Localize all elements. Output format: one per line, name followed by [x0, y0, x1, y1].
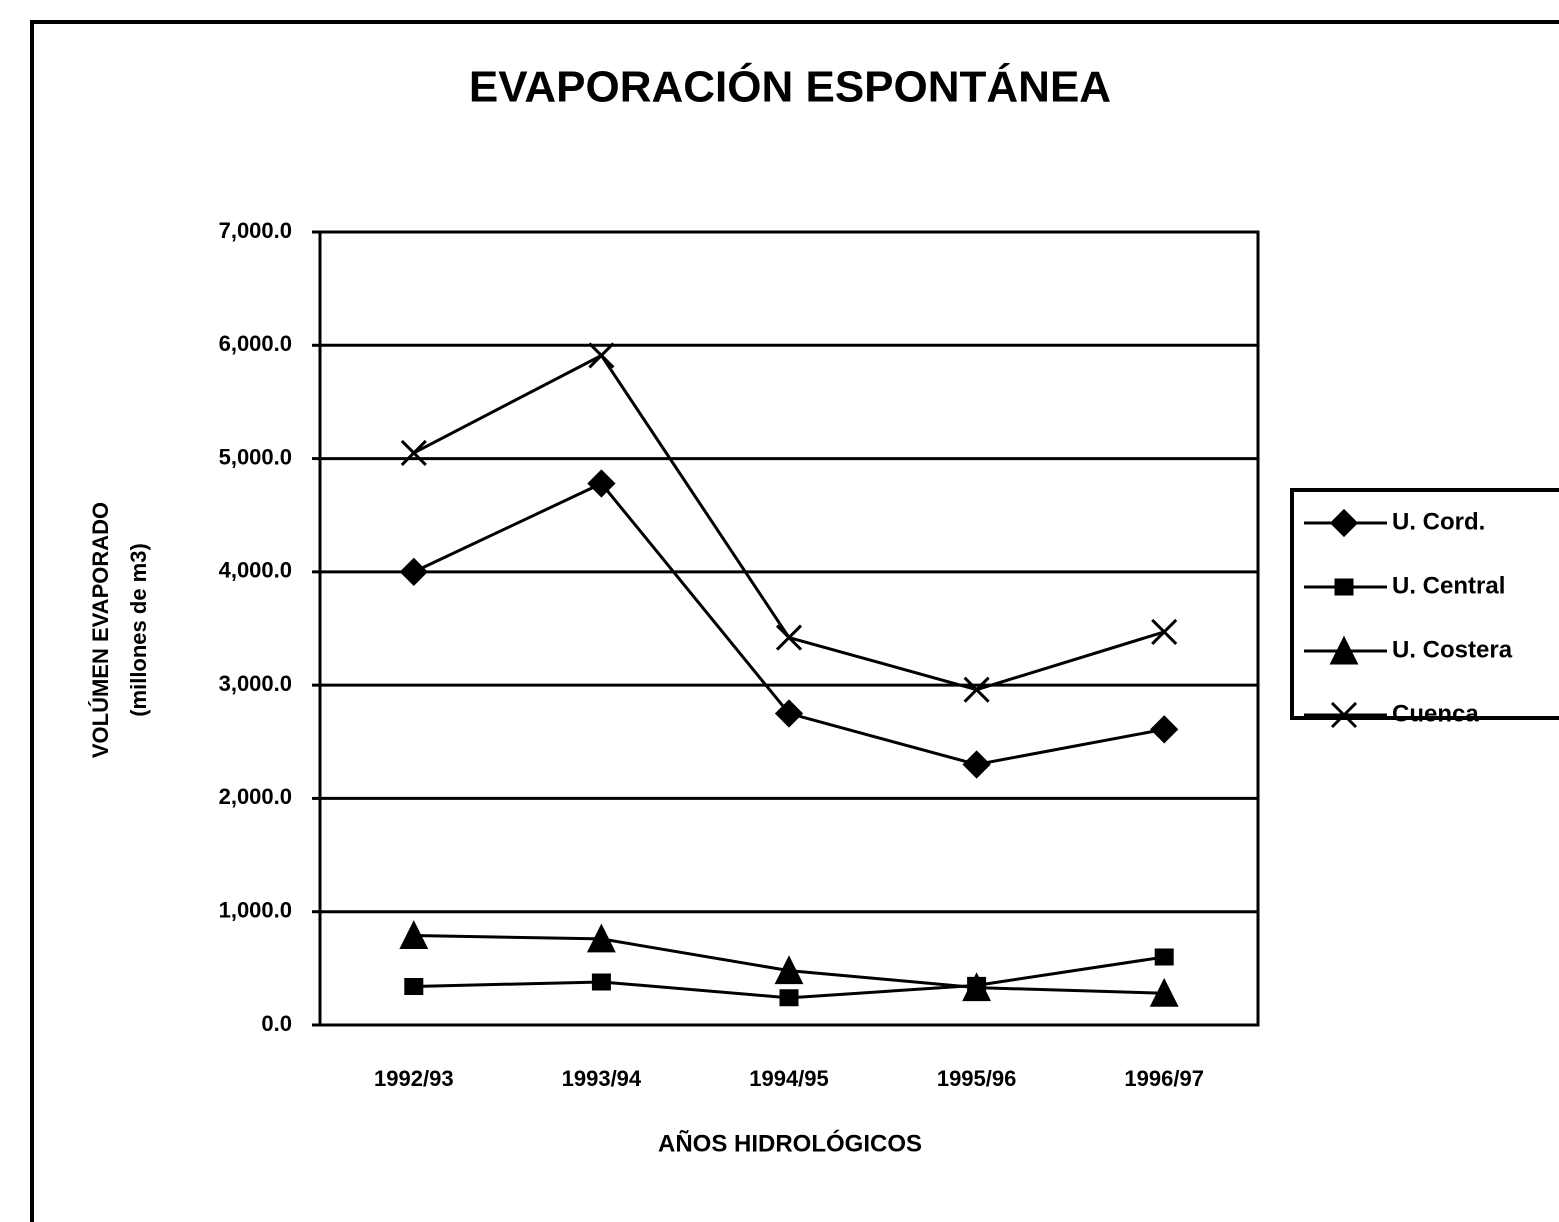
data-point: [779, 989, 799, 1007]
legend-marker: [1330, 701, 1358, 729]
legend-label: U. Costera: [1392, 636, 1513, 663]
data-point: [962, 972, 992, 1002]
data-point: [775, 624, 803, 651]
y-tick-label: 4,000.0: [219, 558, 292, 583]
x-tick-label: 1994/95: [749, 1066, 829, 1091]
data-point: [587, 469, 616, 498]
y-tick-label: 7,000.0: [219, 218, 292, 243]
data-point: [1154, 948, 1174, 966]
chart-frame: [30, 20, 1559, 1222]
legend-label: U. Cord.: [1392, 508, 1485, 535]
data-point: [1150, 715, 1179, 744]
y-tick-label: 3,000.0: [219, 671, 292, 696]
y-tick-label: 5,000.0: [219, 444, 292, 469]
data-point: [586, 923, 616, 953]
x-tick-label: 1996/97: [1124, 1066, 1204, 1091]
data-point: [774, 955, 804, 985]
legend-marker: [1329, 508, 1359, 538]
y-tick-label: 6,000.0: [219, 331, 292, 356]
data-point: [963, 676, 990, 703]
legend-label: U. Central: [1392, 572, 1505, 599]
data-point: [400, 439, 427, 466]
data-point: [774, 699, 804, 728]
data-point: [1151, 618, 1178, 645]
x-tick-label: 1993/94: [562, 1066, 642, 1091]
data-point: [399, 557, 428, 586]
data-point: [591, 973, 611, 991]
legend-marker: [1329, 635, 1359, 665]
y-tick-label: 1,000.0: [219, 898, 292, 923]
data-point: [962, 750, 991, 779]
data-point: [1149, 977, 1179, 1007]
x-axis-title: AÑOS HIDROLÓGICOS: [658, 1129, 922, 1157]
data-point: [588, 342, 615, 369]
x-tick-label: 1992/93: [374, 1066, 454, 1091]
y-axis-subtitle: (millones de m3): [126, 543, 151, 717]
legend-marker: [1334, 578, 1354, 596]
y-axis-title: VOLÚMEN EVAPORADO: [88, 502, 113, 758]
chart-title: EVAPORACIÓN ESPONTÁNEA: [469, 62, 1111, 112]
y-tick-label: 0.0: [261, 1011, 292, 1036]
x-tick-label: 1995/96: [937, 1066, 1017, 1091]
plot-area: [318, 230, 1260, 1027]
data-point: [404, 977, 424, 995]
data-point: [399, 920, 429, 950]
y-tick-label: 2,000.0: [219, 784, 292, 809]
legend-label: Cuenca: [1392, 700, 1479, 727]
